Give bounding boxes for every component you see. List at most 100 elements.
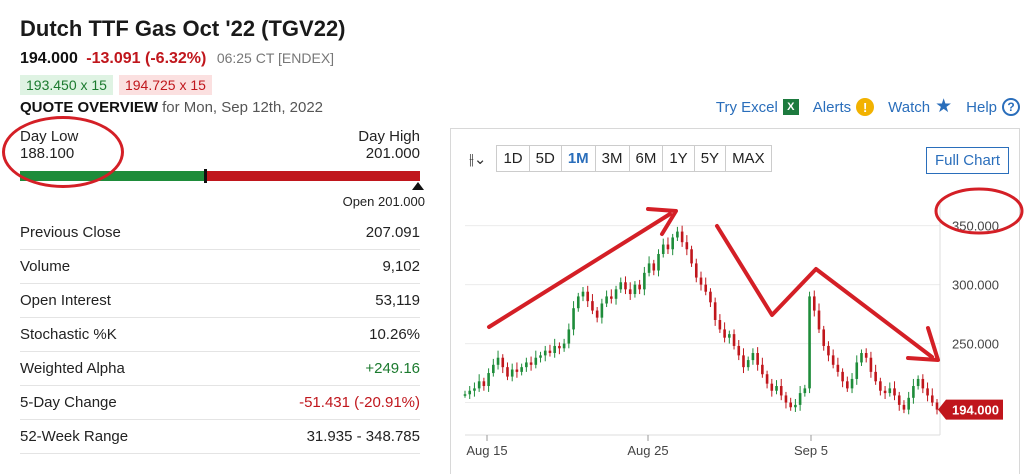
candle-body [921,378,925,389]
candle-body [610,296,613,299]
day-range-bar [20,169,420,183]
stat-row: Previous Close 207.091 [20,216,420,250]
candle-body [831,355,835,365]
annotation-arrow-up [487,212,672,329]
candle-body [676,231,679,238]
stat-row: Open Interest 53,119 [20,284,420,318]
candle-body [685,242,689,250]
arrow-head-icon [646,207,678,236]
candle-body [864,353,868,358]
range-fill-low [20,171,204,181]
stat-label: Open Interest [20,292,111,309]
period-1d-button[interactable]: 1D [497,146,530,171]
drawing-tools-icon[interactable]: ⫲⌄ [469,150,487,168]
candle-body [732,334,736,346]
candle-body [624,282,627,290]
candle-body [794,404,797,408]
candle-body [529,362,533,365]
candle-body [638,284,641,290]
x-tick-label: Aug 25 [627,443,668,458]
y-tick-label: 350.000 [952,219,999,234]
candle-body [562,343,566,349]
period-1m-button[interactable]: 1M [562,146,596,171]
candle-body [709,291,712,303]
candle-body [652,263,656,271]
last-price: 194.000 [20,50,78,67]
candle-body [784,395,788,403]
stat-row: Volume 9,102 [20,250,420,284]
range-current-marker [204,169,207,183]
candle-body [926,388,929,396]
candle-body [888,388,892,394]
candle-body [822,329,826,346]
candle-body [690,249,693,264]
candle-body [525,362,528,368]
help-label: Help [966,98,997,116]
last-price-label: 194.000 [952,403,999,418]
candle-body [713,302,717,320]
overview-date: for Mon, Sep 12th, 2022 [162,99,324,116]
day-high: Day High 201.000 [358,128,420,170]
candle-body [850,378,854,389]
candle-body [539,355,542,358]
period-3m-button[interactable]: 3M [596,146,630,171]
candle-body [548,350,552,354]
watch-link[interactable]: Watch ★ [888,97,952,116]
period-max-button[interactable]: MAX [732,150,765,167]
candle-body [879,381,882,391]
alerts-link[interactable]: Alerts! [813,98,875,116]
candle-body [761,364,764,375]
candle-body [534,357,538,365]
candle-body [576,296,580,309]
stat-value: 9,102 [382,258,420,275]
arrow-head-icon [906,326,940,362]
candle-body [930,395,934,403]
page-title: Dutch TTF Gas Oct '22 (TGV22) [20,16,346,41]
full-chart-button[interactable]: Full Chart [925,147,1009,174]
candle-body [779,386,783,396]
candle-body [614,289,618,299]
stat-value: 10.26% [369,326,420,343]
chart-panel: ⫲⌄ 1D 5D 1M 3M 6M 1Y 5Y MAX Full Chart [450,128,1020,474]
try-excel-link[interactable]: Try Excel X [716,99,799,116]
candle-body [510,369,514,377]
period-5y-button[interactable]: 5Y [695,146,727,171]
candle-body [482,381,486,387]
help-link[interactable]: Help? [966,98,1020,116]
stat-row: 5-Day Change -51.431 (-20.91%) [20,386,420,420]
candle-body [666,244,670,250]
candle-body [619,282,623,290]
candle-body [506,367,509,377]
candle-body [591,301,594,311]
candle-body [543,350,547,356]
excel-icon: X [782,99,799,115]
x-tick-label: Aug 15 [466,443,507,458]
top-links: Try Excel X Alerts! Watch ★ Help? [716,97,1020,116]
candle-body [902,404,906,410]
candle-body [803,388,807,394]
x-tick-label: Sep 5 [794,443,828,458]
candle-body [742,355,745,368]
overview-label: QUOTE OVERVIEW [20,99,159,116]
candle-body [567,329,571,344]
candle-body [883,390,887,394]
day-range-header: Day Low 188.100 Day High 201.000 [20,128,420,170]
y-tick-label: 300.000 [952,278,999,293]
candle-body [553,345,556,354]
period-5d-button[interactable]: 5D [530,146,562,171]
stats-table: Previous Close 207.091 Volume 9,102 Open Int… [20,216,420,454]
period-6m-button[interactable]: 6M [630,146,664,171]
candle-body [572,308,575,330]
day-low-label: Day Low [20,128,79,145]
quote-overview-panel: Day Low 188.100 Day High 201.000 Open 20… [20,128,425,454]
candle-body [694,263,698,278]
stat-label: 5-Day Change [20,394,117,411]
period-1y-button[interactable]: 1Y [663,146,695,171]
bid-badge: 193.450 x 15 [20,75,113,95]
day-low-value: 188.100 [20,145,75,162]
candle-body [492,364,495,374]
candle-body [728,334,731,338]
candle-body [789,402,792,408]
candle-body [501,357,505,368]
